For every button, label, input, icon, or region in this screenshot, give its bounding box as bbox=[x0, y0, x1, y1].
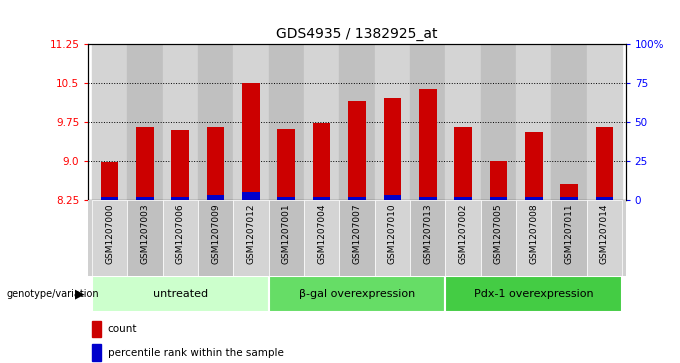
Text: GSM1207009: GSM1207009 bbox=[211, 203, 220, 264]
Bar bbox=[490, 196, 507, 200]
Bar bbox=[375, 44, 410, 200]
Text: GSM1207006: GSM1207006 bbox=[176, 203, 185, 264]
Bar bbox=[92, 44, 127, 200]
Bar bbox=[384, 195, 401, 200]
Bar bbox=[136, 127, 154, 200]
Bar bbox=[339, 44, 375, 200]
Text: GSM1207001: GSM1207001 bbox=[282, 203, 291, 264]
Bar bbox=[596, 127, 613, 200]
Text: GSM1207010: GSM1207010 bbox=[388, 203, 397, 264]
Bar bbox=[481, 200, 516, 276]
Bar bbox=[419, 89, 437, 200]
Bar bbox=[92, 200, 127, 276]
Bar bbox=[198, 200, 233, 276]
Bar bbox=[454, 196, 472, 200]
Title: GDS4935 / 1382925_at: GDS4935 / 1382925_at bbox=[276, 27, 438, 41]
Bar bbox=[304, 44, 339, 200]
Bar bbox=[490, 160, 507, 200]
Bar bbox=[242, 82, 260, 200]
Bar bbox=[587, 44, 622, 200]
Bar bbox=[313, 123, 330, 200]
Text: GSM1207002: GSM1207002 bbox=[458, 203, 468, 264]
Bar bbox=[101, 196, 118, 200]
Bar bbox=[88, 200, 626, 276]
Text: β-gal overexpression: β-gal overexpression bbox=[299, 289, 415, 299]
Bar bbox=[136, 196, 154, 200]
Bar bbox=[269, 276, 445, 312]
Bar bbox=[445, 44, 481, 200]
Bar bbox=[269, 44, 304, 200]
Bar bbox=[277, 130, 295, 200]
Bar bbox=[171, 130, 189, 200]
Bar bbox=[454, 127, 472, 200]
Bar bbox=[445, 276, 622, 312]
Text: GSM1207004: GSM1207004 bbox=[317, 203, 326, 264]
Bar bbox=[207, 195, 224, 200]
Bar bbox=[445, 200, 481, 276]
Bar bbox=[410, 200, 445, 276]
Text: GSM1207000: GSM1207000 bbox=[105, 203, 114, 264]
Bar bbox=[163, 200, 198, 276]
Bar bbox=[207, 127, 224, 200]
Bar bbox=[348, 196, 366, 200]
Bar bbox=[92, 321, 101, 337]
Bar bbox=[551, 44, 587, 200]
Bar bbox=[233, 44, 269, 200]
Text: genotype/variation: genotype/variation bbox=[7, 289, 99, 299]
Bar bbox=[516, 44, 551, 200]
Bar bbox=[384, 98, 401, 200]
Text: GSM1207014: GSM1207014 bbox=[600, 203, 609, 264]
Bar bbox=[596, 196, 613, 200]
Text: GSM1207008: GSM1207008 bbox=[529, 203, 538, 264]
Bar bbox=[339, 200, 375, 276]
Bar bbox=[242, 192, 260, 200]
Bar bbox=[560, 184, 578, 200]
Bar bbox=[481, 44, 516, 200]
Bar bbox=[127, 200, 163, 276]
Text: GSM1207013: GSM1207013 bbox=[423, 203, 432, 264]
Bar bbox=[313, 196, 330, 200]
Bar bbox=[171, 196, 189, 200]
Text: GSM1207007: GSM1207007 bbox=[352, 203, 362, 264]
Text: untreated: untreated bbox=[153, 289, 208, 299]
Bar bbox=[277, 196, 295, 200]
Bar bbox=[525, 196, 543, 200]
Bar bbox=[410, 44, 445, 200]
Bar bbox=[233, 200, 269, 276]
Text: GSM1207005: GSM1207005 bbox=[494, 203, 503, 264]
Bar bbox=[101, 162, 118, 200]
Bar bbox=[163, 44, 198, 200]
Bar bbox=[92, 276, 269, 312]
Bar bbox=[348, 101, 366, 200]
Text: ▶: ▶ bbox=[75, 287, 85, 301]
Bar bbox=[375, 200, 410, 276]
Bar bbox=[419, 196, 437, 200]
Text: GSM1207012: GSM1207012 bbox=[246, 203, 256, 264]
Text: percentile rank within the sample: percentile rank within the sample bbox=[107, 348, 284, 358]
Text: GSM1207011: GSM1207011 bbox=[564, 203, 573, 264]
Bar bbox=[551, 200, 587, 276]
Bar bbox=[304, 200, 339, 276]
Bar bbox=[198, 44, 233, 200]
Bar bbox=[269, 200, 304, 276]
Bar bbox=[560, 196, 578, 200]
Text: Pdx-1 overexpression: Pdx-1 overexpression bbox=[474, 289, 594, 299]
Bar bbox=[587, 200, 622, 276]
Bar bbox=[92, 344, 101, 361]
Bar bbox=[516, 200, 551, 276]
Text: GSM1207003: GSM1207003 bbox=[141, 203, 150, 264]
Bar bbox=[525, 132, 543, 200]
Text: count: count bbox=[107, 324, 137, 334]
Bar bbox=[127, 44, 163, 200]
